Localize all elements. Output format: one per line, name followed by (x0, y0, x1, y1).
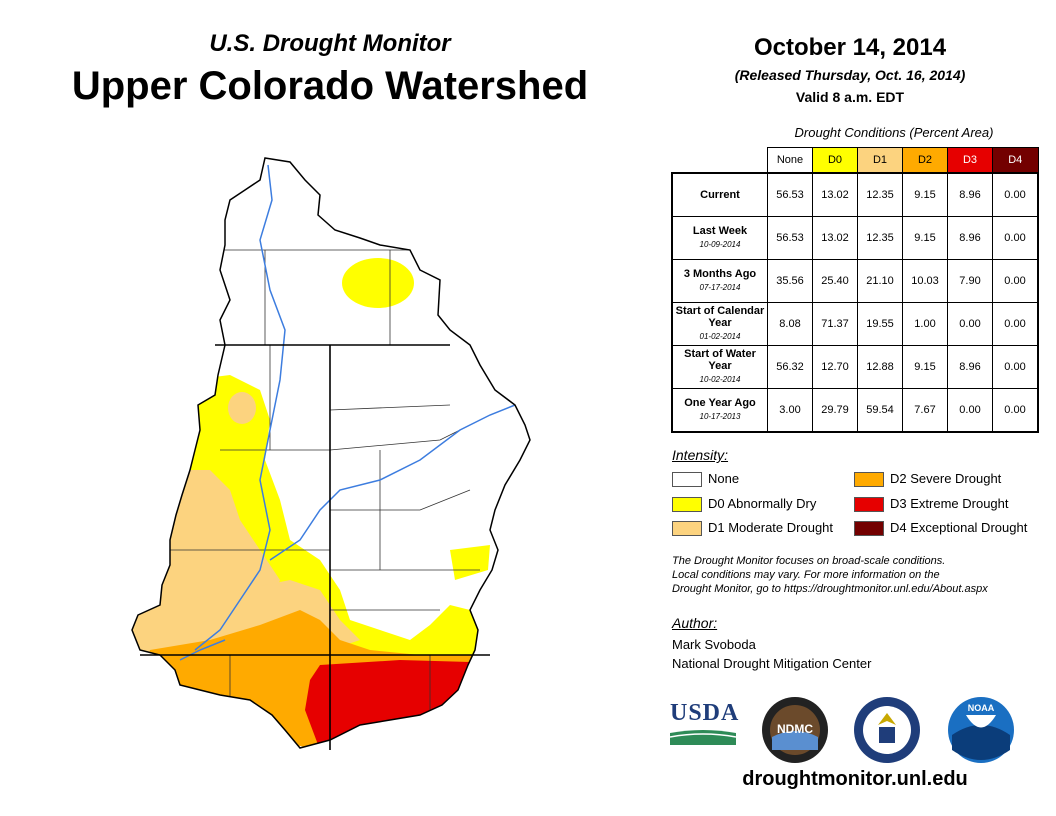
map-date: October 14, 2014 (753, 34, 947, 61)
value-cell: 3.00 (767, 388, 813, 433)
legend-item-d0: D0 Abnormally Dry (672, 496, 816, 513)
table-row-start-water-year: Start of Water Year 10-02-2014 56.32 12.7… (671, 345, 1039, 389)
legend-item-d2: D2 Severe Drought (854, 471, 1001, 488)
value-cell: 9.15 (902, 172, 948, 217)
value-cell: 0.00 (947, 302, 993, 346)
value-cell: 0.00 (992, 216, 1039, 260)
value-cell: 71.37 (812, 302, 858, 346)
value-cell: 56.53 (767, 216, 813, 260)
table-row-current: Current 56.53 13.02 12.35 9.15 8.96 0.00 (671, 172, 1039, 217)
row-date: 10-09-2014 (699, 240, 741, 249)
value-cell: 56.32 (767, 345, 813, 389)
row-date: 01-02-2014 (699, 332, 741, 341)
legend-swatch (672, 497, 702, 513)
value-cell: 9.15 (902, 216, 948, 260)
author-org: National Drought Mitigation Center (672, 656, 872, 671)
value-cell: 8.08 (767, 302, 813, 346)
svg-text:NOAA: NOAA (968, 703, 995, 713)
value-cell: 8.96 (947, 172, 993, 217)
value-cell: 21.10 (857, 259, 903, 303)
value-cell: 8.96 (947, 216, 993, 260)
value-cell: 7.67 (902, 388, 948, 433)
value-cell: 13.02 (812, 216, 858, 260)
legend-item-d4: D4 Exceptional Drought (854, 520, 1027, 537)
legend-item-d1: D1 Moderate Drought (672, 520, 833, 537)
value-cell: 0.00 (992, 302, 1039, 346)
table-header-row: None D0 D1 D2 D3 D4 (672, 147, 1039, 174)
legend-swatch (854, 497, 884, 513)
noaa-logo: NOAA (948, 697, 1014, 763)
row-label: 3 Months Ago 07-17-2014 (671, 259, 768, 303)
value-cell: 1.00 (902, 302, 948, 346)
legend-swatch (854, 521, 884, 537)
table-row-last-week: Last Week 10-09-2014 56.53 13.02 12.35 9.… (671, 216, 1039, 260)
legend-title: Intensity: (672, 447, 729, 463)
legend-swatch (672, 472, 702, 488)
disclaimer-note: The Drought Monitor focuses on broad-sca… (672, 555, 988, 595)
header-blank (672, 148, 768, 174)
svg-text:NDMC: NDMC (777, 722, 813, 736)
usda-logo: USDA (669, 700, 740, 750)
value-cell: 8.96 (947, 345, 993, 389)
table-row-one-year-ago: One Year Ago 10-17-2013 3.00 29.79 59.54 … (671, 388, 1039, 433)
value-cell: 0.00 (992, 388, 1039, 433)
value-cell: 0.00 (992, 259, 1039, 303)
value-cell: 25.40 (812, 259, 858, 303)
header-d4: D4 (992, 147, 1039, 174)
value-cell: 29.79 (812, 388, 858, 433)
ndmc-logo: NDMC (762, 697, 828, 763)
value-cell: 7.90 (947, 259, 993, 303)
value-cell: 12.70 (812, 345, 858, 389)
website-link[interactable]: droughtmonitor.unl.edu (742, 768, 968, 790)
value-cell: 12.88 (857, 345, 903, 389)
value-cell: 56.53 (767, 172, 813, 217)
release-date: (Released Thursday, Oct. 16, 2014) (734, 67, 966, 83)
value-cell: 13.02 (812, 172, 858, 217)
table-row-start-calendar-year: Start of Calendar Year 01-02-2014 8.08 71… (671, 302, 1039, 346)
map-supertitle: U.S. Drought Monitor (209, 30, 451, 57)
row-label: Start of Calendar Year 01-02-2014 (671, 302, 768, 346)
value-cell: 0.00 (992, 345, 1039, 389)
value-cell: 35.56 (767, 259, 813, 303)
value-cell: 0.00 (947, 388, 993, 433)
author-title: Author: (672, 615, 718, 631)
doc-seal-logo (854, 697, 920, 763)
row-label: Last Week 10-09-2014 (671, 216, 768, 260)
value-cell: 9.15 (902, 345, 948, 389)
value-cell: 12.35 (857, 172, 903, 217)
legend-swatch (854, 472, 884, 488)
legend-swatch (672, 521, 702, 537)
header-d0: D0 (812, 147, 858, 174)
author-name: Mark Svoboda (672, 637, 756, 652)
value-cell: 10.03 (902, 259, 948, 303)
value-cell: 19.55 (857, 302, 903, 346)
row-label: Start of Water Year 10-02-2014 (671, 345, 768, 389)
header-d1: D1 (857, 147, 903, 174)
usda-hills-icon (669, 730, 737, 745)
drought-conditions-table: None D0 D1 D2 D3 D4 Current 56.53 13.02 … (671, 147, 1039, 433)
value-cell: 12.35 (857, 216, 903, 260)
value-cell: 0.00 (992, 172, 1039, 217)
value-cell: 59.54 (857, 388, 903, 433)
header-none: None (767, 147, 813, 174)
table-caption: Drought Conditions (Percent Area) (794, 125, 994, 140)
row-label: One Year Ago 10-17-2013 (671, 388, 768, 433)
valid-time: Valid 8 a.m. EDT (795, 89, 905, 105)
map-title: Upper Colorado Watershed (71, 64, 589, 108)
row-date: 10-02-2014 (699, 375, 741, 384)
legend-item-none: None (672, 471, 739, 488)
legend-item-d3: D3 Extreme Drought (854, 496, 1009, 513)
table-row-3-months-ago: 3 Months Ago 07-17-2014 35.56 25.40 21.10… (671, 259, 1039, 303)
header-d2: D2 (902, 147, 948, 174)
row-date: 07-17-2014 (699, 283, 741, 292)
row-date: 10-17-2013 (699, 412, 741, 421)
drought-map (131, 157, 531, 750)
header-d3: D3 (947, 147, 993, 174)
row-label: Current (671, 172, 768, 217)
